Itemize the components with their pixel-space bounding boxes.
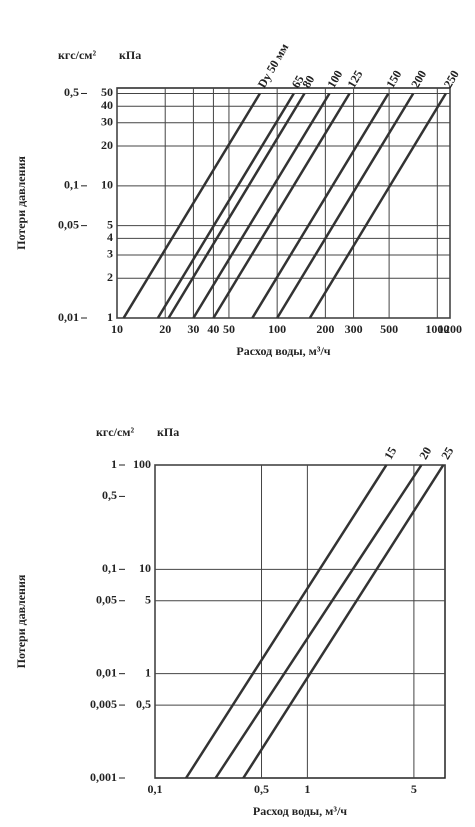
series-label: 25 [438, 444, 456, 461]
x-tick-label: 100 [268, 322, 286, 336]
y2-tick-label: 0,005 [90, 697, 117, 711]
series-line [185, 464, 388, 779]
y-unit: кПа [157, 425, 179, 439]
plot-frame [154, 464, 446, 779]
series-line [251, 92, 390, 319]
x-tick-label: 0,5 [254, 782, 269, 796]
x-tick-label: 40 [207, 322, 219, 336]
y-tick-label: 100 [133, 457, 151, 471]
y2-tick-label: 0,01 [58, 310, 79, 324]
y-tick-label: 1 [107, 310, 113, 324]
y-tick-label: 10 [139, 561, 151, 575]
x-tick-label: 50 [223, 322, 235, 336]
series-label: 250 [441, 68, 462, 91]
series-line [276, 92, 415, 319]
y-tick-label: 0,5 [136, 697, 151, 711]
series-line [156, 92, 295, 319]
y-tick-label: 50 [101, 85, 113, 99]
y2-tick-label: 0,1 [64, 178, 79, 192]
x-tick-label: 200 [316, 322, 334, 336]
y-tick-label: 40 [101, 98, 113, 112]
x-axis-label: Расход воды, м³/ч [236, 344, 330, 358]
y-unit: кПа [119, 48, 141, 62]
y2-tick-label: 0,05 [58, 217, 79, 231]
y-tick-label: 5 [107, 217, 113, 231]
series-line [242, 464, 445, 779]
series-label: 20 [416, 444, 434, 461]
y-tick-label: 3 [107, 247, 113, 261]
series-line [192, 92, 331, 319]
x-tick-label: 1 [304, 782, 310, 796]
y-tick-label: 30 [101, 115, 113, 129]
series-label: 200 [408, 68, 429, 91]
y2-tick-label: 0,5 [102, 488, 117, 502]
y2-unit: кгс/см² [96, 425, 135, 439]
y-axis-label: Потери давления [14, 156, 28, 250]
y-tick-label: 5 [145, 592, 151, 606]
series-line [214, 464, 423, 779]
series-line [122, 92, 261, 319]
x-tick-label: 5 [411, 782, 417, 796]
y2-tick-label: 0,001 [90, 770, 117, 784]
series-line [212, 92, 351, 319]
x-tick-label: 30 [187, 322, 199, 336]
x-tick-label: 10 [111, 322, 123, 336]
y-tick-label: 2 [107, 270, 113, 284]
y2-tick-label: 0,01 [96, 665, 117, 679]
y2-tick-label: 0,05 [96, 592, 117, 606]
x-tick-label: 300 [345, 322, 363, 336]
series-label: 150 [383, 68, 404, 91]
x-axis-label: Расход воды, м³/ч [253, 804, 347, 818]
y-axis-label: Потери давления [14, 574, 28, 668]
series-line [167, 92, 306, 319]
x-tick-label: 1000 [425, 322, 449, 336]
series-label: 100 [324, 68, 345, 91]
y-tick-label: 4 [107, 230, 113, 244]
series-label: Dy 50 мм [255, 41, 292, 90]
y-tick-label: 1 [145, 665, 151, 679]
y2-tick-label: 0,5 [64, 85, 79, 99]
y-tick-label: 10 [101, 178, 113, 192]
x-tick-label: 20 [159, 322, 171, 336]
y2-unit: кгс/см² [58, 48, 97, 62]
y-tick-label: 20 [101, 138, 113, 152]
x-tick-label: 0,1 [148, 782, 163, 796]
x-tick-label: 1200 [438, 322, 462, 336]
series-label: 15 [381, 444, 399, 461]
y2-tick-label: 1 [111, 457, 117, 471]
x-tick-label: 500 [380, 322, 398, 336]
series-line [308, 92, 447, 319]
y2-tick-label: 0,1 [102, 561, 117, 575]
series-label: 125 [344, 68, 365, 91]
